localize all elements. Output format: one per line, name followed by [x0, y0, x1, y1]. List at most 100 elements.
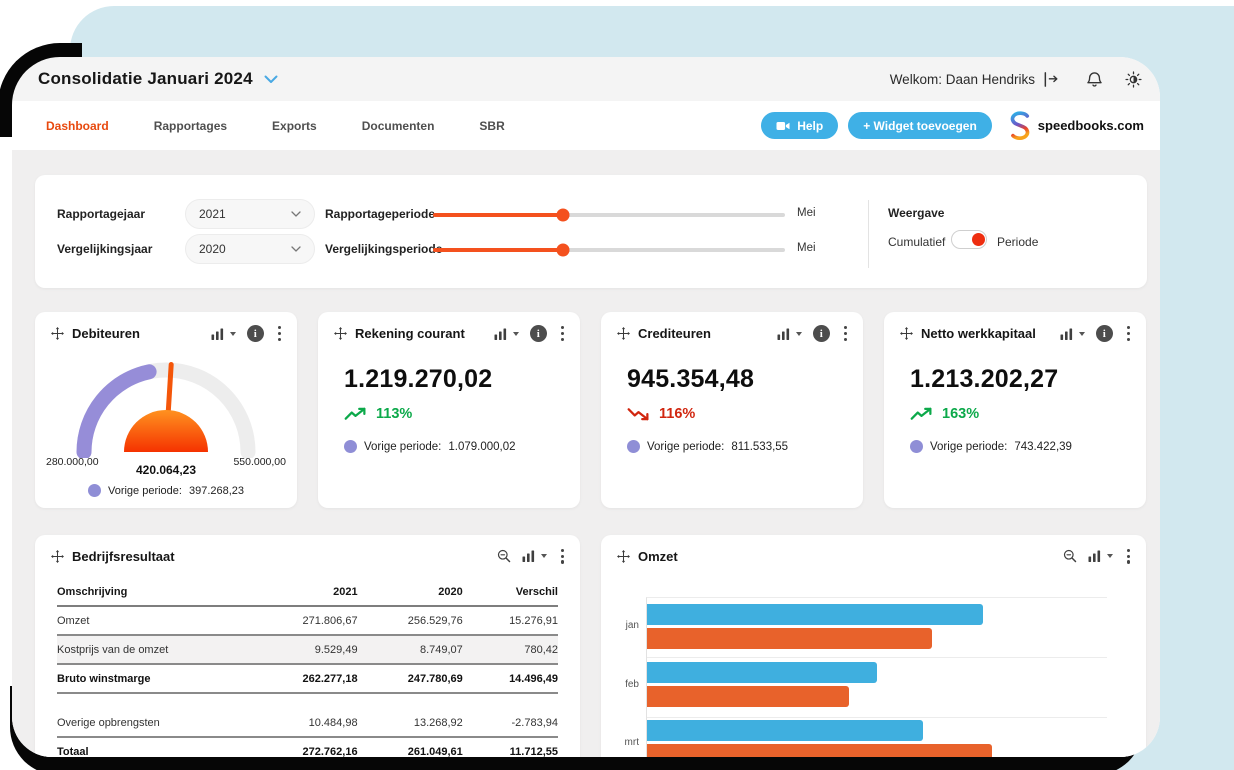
card-title: Rekening courant	[355, 326, 465, 341]
bar-mrt-current	[647, 720, 923, 741]
chevron-down-icon	[1106, 554, 1113, 559]
move-handle-icon[interactable]	[334, 327, 347, 340]
move-handle-icon[interactable]	[617, 327, 630, 340]
previous-period-legend: Vorige periode: 1.079.000,02	[344, 440, 516, 453]
info-icon[interactable]: i	[529, 325, 547, 342]
bar-mrt-previous	[647, 744, 992, 757]
tab-rapportages[interactable]: Rapportages	[153, 118, 228, 133]
info-icon[interactable]: i	[1095, 325, 1113, 342]
kpi-value: 1.219.270,02	[344, 365, 493, 393]
bottom-row: Bedrijfsresultaat	[35, 535, 1146, 757]
category-label: feb	[625, 679, 639, 690]
tab-sbr[interactable]: SBR	[479, 118, 505, 133]
table-row-subtotal: Bruto winstmarge 262.277,18 247.780,69 14.…	[57, 664, 558, 694]
rapportagejaar-label: Rapportagejaar	[57, 207, 146, 221]
previous-period-legend: Vorige periode: 397.268,23	[35, 484, 297, 497]
kpi-value: 1.213.202,27	[910, 365, 1059, 393]
chart-type-icon[interactable]	[1060, 328, 1073, 340]
consolidation-selector[interactable]: Consolidatie Januari 2024	[38, 69, 278, 89]
kebab-menu-icon[interactable]	[841, 325, 850, 342]
kebab-menu-icon[interactable]	[1124, 325, 1133, 342]
trend-percent: 163%	[942, 406, 980, 422]
video-camera-icon	[776, 121, 790, 131]
chevron-down-icon	[291, 211, 301, 217]
notifications-bell-icon[interactable]	[1086, 71, 1103, 88]
rapportageperiode-slider[interactable]	[433, 208, 785, 221]
add-widget-button[interactable]: + Widget toevoegen	[848, 112, 992, 139]
chart-type-icon[interactable]	[1088, 550, 1101, 563]
weergave-option-cumulatief[interactable]: Cumulatief	[888, 235, 946, 249]
kebab-menu-icon[interactable]	[558, 548, 567, 565]
category-label: jan	[625, 620, 639, 631]
kebab-menu-icon[interactable]	[1124, 548, 1133, 565]
chart-type-icon[interactable]	[494, 328, 507, 340]
category-label: mrt	[624, 737, 639, 748]
kebab-menu-icon[interactable]	[558, 325, 567, 342]
move-handle-icon[interactable]	[617, 549, 630, 563]
bar-jan-current	[647, 604, 983, 625]
chevron-down-icon	[291, 246, 301, 252]
rapportagejaar-select[interactable]: 2021	[185, 199, 315, 229]
move-handle-icon[interactable]	[900, 327, 913, 340]
trend-percent: 113%	[376, 406, 413, 422]
help-button[interactable]: Help	[761, 112, 839, 139]
chevron-down-icon	[512, 331, 519, 336]
nav-right: Help + Widget toevoegen speedbooks.com	[761, 111, 1144, 140]
filter-panel: Rapportagejaar 2021 Vergelijkingsjaar 20…	[35, 175, 1147, 288]
chevron-down-icon[interactable]	[264, 75, 278, 84]
vergelijkingsjaar-label: Vergelijkingsjaar	[57, 242, 153, 256]
kpi-card-rekening-courant: Rekening courant i 1.219.270,02	[318, 312, 580, 508]
top-bar: Consolidatie Januari 2024 Welkom: Daan H…	[12, 57, 1160, 101]
bedrijfsresultaat-table: Omschrijving 2021 2020 Verschil Omzet 271…	[57, 579, 558, 757]
gauge-max-label: 550.000,00	[233, 456, 286, 468]
zoom-icon[interactable]	[497, 549, 511, 563]
chevron-down-icon	[795, 331, 802, 336]
chevron-down-icon	[229, 331, 236, 336]
bar-chart-plot: jan feb mrt	[625, 597, 1107, 757]
gauge-chart	[76, 362, 256, 458]
move-handle-icon[interactable]	[51, 549, 64, 563]
card-title: Bedrijfsresultaat	[72, 548, 175, 564]
top-bar-right: Welkom: Daan Hendriks	[890, 70, 1142, 88]
trend-indicator: 116%	[627, 406, 695, 422]
speedbooks-logo-icon	[1010, 111, 1030, 140]
bar-jan-previous	[647, 628, 933, 649]
vergelijkingsjaar-select[interactable]: 2020	[185, 234, 315, 264]
weergave-option-periode[interactable]: Periode	[997, 235, 1039, 249]
tab-documenten[interactable]: Documenten	[361, 118, 435, 133]
brand-logo: speedbooks.com	[1008, 111, 1144, 140]
chevron-down-icon	[540, 554, 547, 559]
app-window: Consolidatie Januari 2024 Welkom: Daan H…	[12, 57, 1160, 757]
tab-exports[interactable]: Exports	[272, 118, 317, 133]
nav-bar: Dashboard Rapportages Exports Documenten…	[12, 101, 1160, 150]
info-icon[interactable]: i	[812, 325, 830, 342]
theme-brightness-icon[interactable]	[1125, 70, 1142, 88]
chart-type-icon[interactable]	[777, 328, 790, 340]
table-row: Omzet 271.806,67 256.529,76 15.276,91	[57, 606, 558, 636]
table-row-spacer	[57, 693, 558, 709]
previous-period-legend: Vorige periode: 811.533,55	[627, 440, 788, 453]
table-header-row: Omschrijving 2021 2020 Verschil	[57, 579, 558, 607]
vergelijkingsperiode-slider[interactable]	[433, 243, 785, 256]
bedrijfsresultaat-card: Bedrijfsresultaat	[35, 535, 580, 757]
omzet-chart-card: Omzet	[601, 535, 1146, 757]
logout-icon[interactable]	[1043, 71, 1060, 88]
kpi-row: Debiteuren i	[35, 312, 1146, 508]
move-handle-icon[interactable]	[51, 327, 64, 340]
kebab-menu-icon[interactable]	[275, 325, 284, 342]
zoom-icon[interactable]	[1063, 549, 1077, 563]
page-title: Consolidatie Januari 2024	[38, 69, 253, 88]
card-title: Omzet	[638, 548, 678, 564]
kpi-card-netto-werkkapitaal: Netto werkkapitaal i 1.213.202,27	[884, 312, 1146, 508]
chart-type-icon[interactable]	[211, 328, 224, 340]
table-row-total: Totaal 272.762,16 261.049,61 11.712,55	[57, 737, 558, 757]
legend-dot	[910, 440, 923, 453]
kpi-card-crediteuren: Crediteuren i 945.354,48	[601, 312, 863, 508]
rapportageperiode-label: Rapportageperiode	[325, 207, 436, 221]
weergave-toggle[interactable]	[951, 230, 987, 249]
bar-feb-previous	[647, 686, 850, 707]
info-icon[interactable]: i	[246, 325, 264, 342]
chart-type-icon[interactable]	[522, 550, 535, 563]
legend-dot	[87, 484, 101, 497]
